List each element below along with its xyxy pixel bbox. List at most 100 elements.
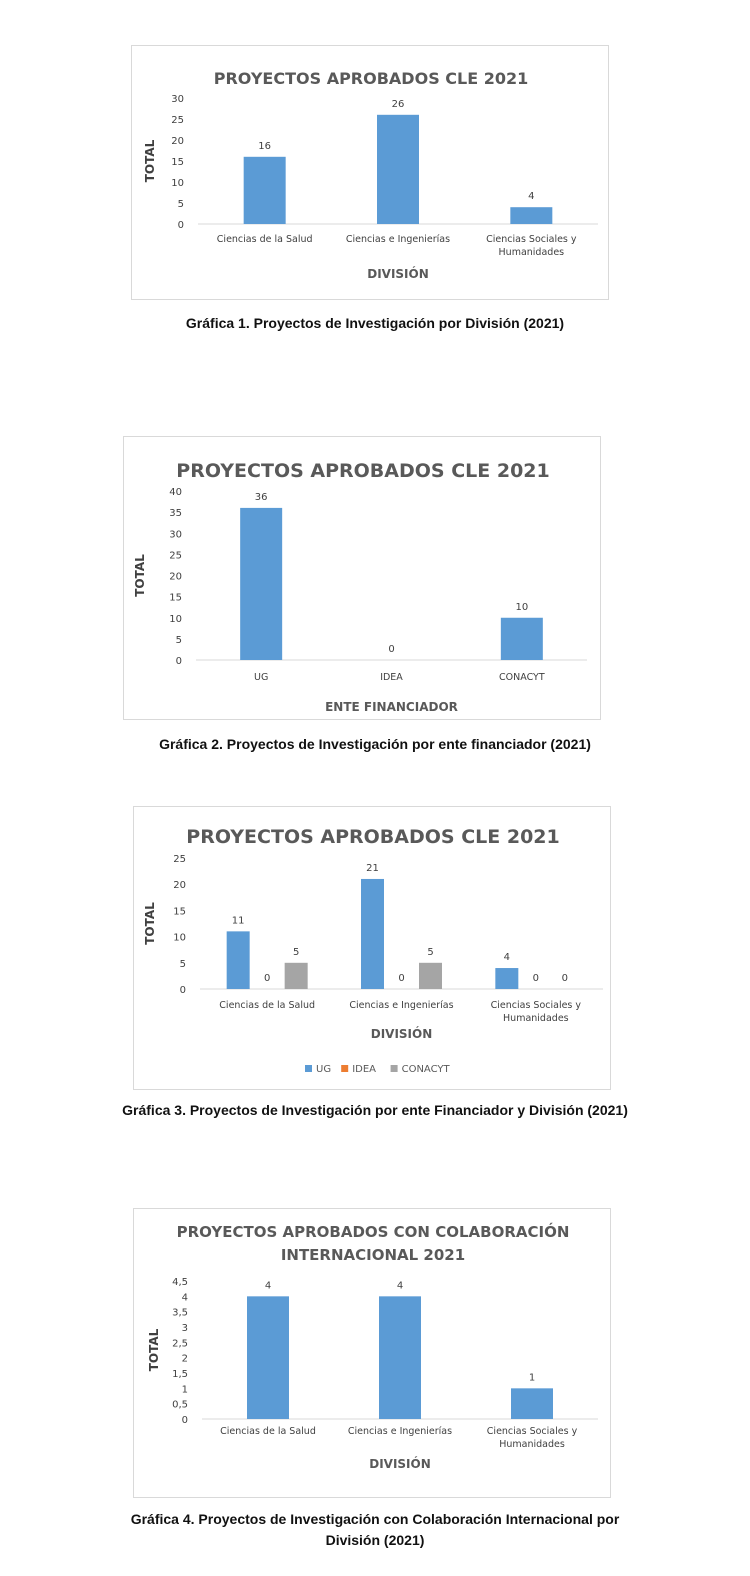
y-tick-label: 20 (173, 880, 186, 891)
y-tick-label: 3,5 (172, 1308, 188, 1319)
caption-line: Gráfica 4. Proyectos de Investigación co… (130, 1511, 620, 1527)
legend-swatch (390, 1065, 398, 1072)
y-tick-label: 5 (176, 635, 182, 646)
chart-title: INTERNACIONAL 2021 (281, 1246, 465, 1264)
x-category-label: Ciencias e Ingenierías (348, 1426, 452, 1437)
y-tick-label: 35 (169, 508, 182, 519)
y-tick-label: 20 (169, 572, 182, 583)
data-label: 5 (293, 947, 299, 958)
y-tick-label: 30 (171, 94, 184, 105)
legend-swatch (341, 1065, 349, 1072)
bar (243, 156, 286, 224)
data-label: 4 (504, 952, 510, 963)
data-label: 26 (392, 99, 405, 110)
chart-title: PROYECTOS APROBADOS CLE 2021 (214, 69, 529, 88)
y-tick-label: 5 (178, 199, 184, 210)
y-tick-label: 25 (171, 115, 184, 126)
y-tick-label: 10 (169, 614, 182, 625)
chart-title: PROYECTOS APROBADOS CLE 2021 (186, 826, 559, 848)
y-tick-label: 15 (169, 593, 182, 604)
data-label: 4 (265, 1280, 271, 1291)
data-label: 21 (366, 863, 379, 874)
chart-3: PROYECTOS APROBADOS CLE 2021 0 5 10 15 20 25 Ci… (133, 806, 611, 1090)
x-category-label: Humanidades (499, 247, 565, 258)
y-tick-label: 5 (180, 959, 186, 970)
data-label: 0 (398, 973, 404, 984)
bar (500, 617, 543, 660)
y-tick-label: 15 (171, 157, 184, 168)
data-label: 0 (562, 973, 568, 984)
x-category-label: CONACYT (499, 672, 545, 683)
y-tick-label: 2,5 (172, 1338, 188, 1349)
y-tick-label: 0 (178, 220, 184, 231)
y-axis-title: TOTAL (143, 139, 157, 182)
y-tick-label: 0 (180, 985, 186, 996)
y-tick-label: 1 (182, 1384, 188, 1395)
data-label: 11 (232, 915, 245, 926)
data-label: 1 (529, 1372, 535, 1383)
y-tick-label: 25 (169, 550, 182, 561)
x-category-label: Ciencias Sociales y (486, 234, 577, 245)
y-tick-label: 2 (182, 1354, 188, 1365)
y-tick-label: 10 (171, 178, 184, 189)
chart-title: PROYECTOS APROBADOS CON COLABORACIÓN (177, 1222, 570, 1241)
x-category-label: IDEA (380, 672, 403, 683)
legend-swatch (305, 1065, 312, 1072)
y-tick-label: 0 (176, 656, 182, 667)
x-axis-title: ENTE FINANCIADOR (325, 700, 458, 714)
data-label: 5 (427, 947, 433, 958)
data-label: 36 (255, 492, 268, 503)
legend-label: CONACYT (402, 1064, 451, 1075)
bar (247, 1296, 289, 1419)
x-category-label: Humanidades (503, 1013, 569, 1024)
legend-label: UG (316, 1064, 331, 1075)
data-label: 0 (388, 644, 394, 655)
y-tick-label: 25 (173, 854, 186, 865)
y-tick-label: 10 (173, 933, 186, 944)
y-axis-title: TOTAL (143, 902, 157, 945)
bar (379, 1296, 421, 1419)
y-tick-label: 0 (182, 1415, 188, 1426)
y-tick-label: 3 (182, 1323, 188, 1334)
x-axis-title: DIVISIÓN (369, 1456, 431, 1471)
chart-1: PROYECTOS APROBADOS CLE 2021 0 5 10 15 20 25 30… (131, 45, 609, 300)
y-axis-title: TOTAL (147, 1328, 161, 1371)
x-category-label: Ciencias Sociales y (491, 1000, 582, 1011)
y-tick-label: 0,5 (172, 1400, 188, 1411)
figure-caption: Gráfica 2. Proyectos de Investigación po… (0, 734, 750, 755)
y-tick-label: 4 (182, 1292, 188, 1303)
bar (284, 962, 308, 989)
x-category-label: UG (254, 672, 268, 683)
y-axis-title: TOTAL (133, 554, 147, 597)
bar (510, 207, 553, 224)
caption-line: Gráfica 2. Proyectos de Investigación po… (159, 736, 591, 752)
y-tick-label: 40 (169, 487, 182, 498)
chart-title: PROYECTOS APROBADOS CLE 2021 (176, 460, 549, 482)
x-category-label: Ciencias de la Salud (219, 1000, 315, 1011)
x-axis-title: DIVISIÓN (367, 266, 429, 281)
bar (511, 1388, 553, 1419)
data-label: 16 (258, 141, 271, 152)
bar (495, 968, 519, 989)
legend-label: IDEA (352, 1064, 376, 1075)
x-category-label: Ciencias e Ingenierías (346, 234, 450, 245)
x-category-label: Ciencias e Ingenierías (349, 1000, 453, 1011)
y-tick-label: 30 (169, 529, 182, 540)
bar (377, 114, 419, 224)
caption-line: División (2021) (325, 1532, 425, 1548)
x-axis-title: DIVISIÓN (371, 1026, 433, 1041)
bar (226, 931, 250, 989)
chart-svg: PROYECTOS APROBADOS CLE 2021 0 5 10 15 20 25 Ci… (143, 826, 603, 1075)
caption-line: Gráfica 3. Proyectos de Investigación po… (122, 1102, 628, 1118)
chart-svg: PROYECTOS APROBADOS CLE 2021 0 5 10 15 20 25 30… (133, 460, 587, 714)
data-label: 0 (264, 973, 270, 984)
caption-line: Gráfica 1. Proyectos de Investigación po… (185, 315, 565, 331)
chart-2: PROYECTOS APROBADOS CLE 2021 0 5 10 15 20 25 30… (123, 436, 601, 720)
data-label: 4 (528, 191, 534, 202)
figure-caption: Gráfica 4. Proyectos de Investigación co… (0, 1509, 750, 1551)
x-category-label: Ciencias de la Salud (220, 1426, 316, 1437)
x-category-label: Humanidades (499, 1439, 565, 1450)
data-label: 0 (533, 973, 539, 984)
chart-svg: PROYECTOS APROBADOS CLE 2021 0 5 10 15 20 25 30… (143, 69, 598, 281)
y-tick-label: 20 (171, 136, 184, 147)
